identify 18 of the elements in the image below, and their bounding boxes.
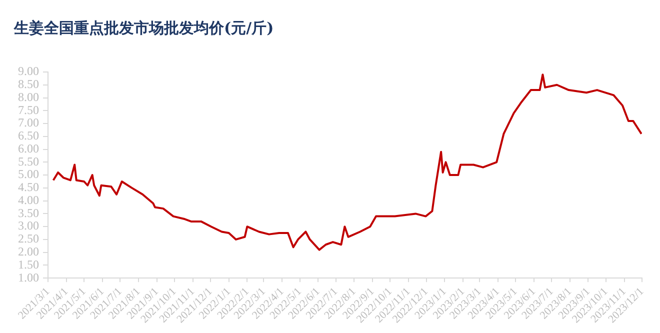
- y-tick-label: 6.50: [18, 128, 39, 143]
- y-tick-label: 5.50: [18, 154, 39, 168]
- y-tick-label: 3.00: [18, 218, 39, 233]
- y-tick-label: 2.50: [18, 232, 39, 246]
- y-tick-label: 8.50: [18, 77, 39, 92]
- y-tick-label: 9.00: [18, 64, 39, 78]
- y-tick-label: 2.00: [18, 244, 39, 259]
- y-tick-label: 1.50: [18, 257, 39, 272]
- y-tick-label: 3.50: [18, 206, 39, 220]
- y-tick-label: 1.00: [18, 270, 39, 284]
- y-tick-label: 4.00: [18, 192, 39, 207]
- y-tick-label: 4.50: [18, 180, 39, 194]
- y-tick-label: 6.00: [18, 141, 39, 156]
- y-tick-label: 8.00: [18, 90, 39, 104]
- y-tick-label: 5.00: [18, 167, 39, 182]
- y-tick-label: 7.50: [18, 102, 39, 117]
- chart-title: 生姜全国重点批发市场批发均价(元/斤): [13, 18, 274, 37]
- y-tick-label: 7.00: [18, 116, 39, 130]
